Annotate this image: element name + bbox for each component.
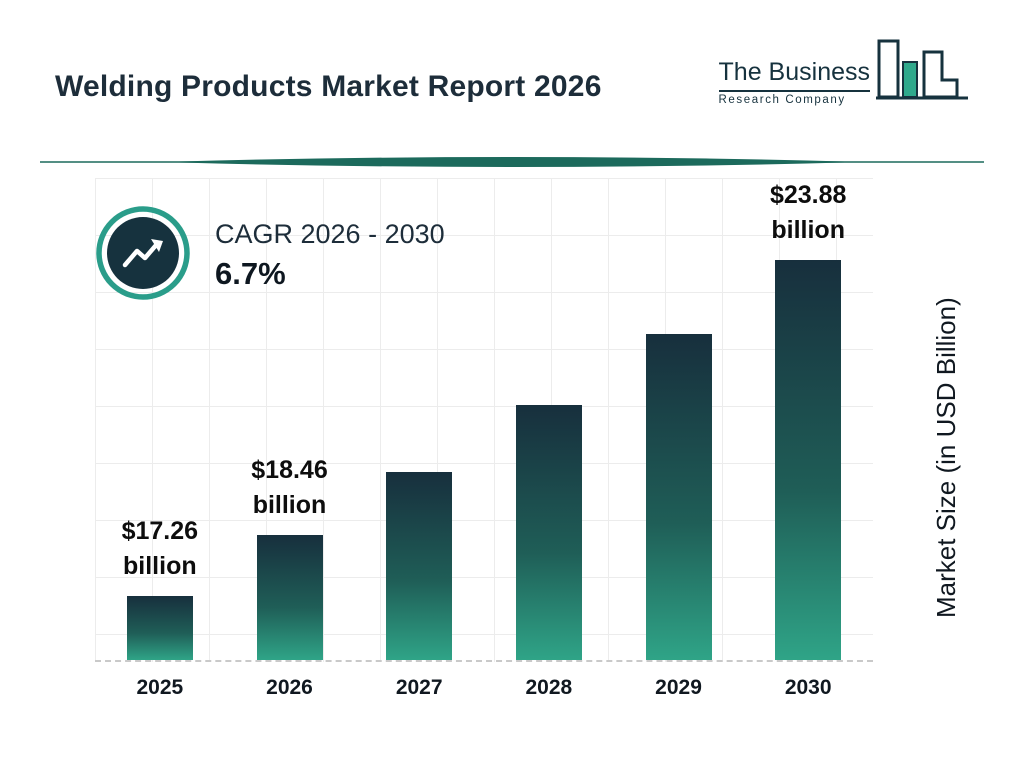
bar-slot-2027 <box>354 178 484 660</box>
bar-2030 <box>775 260 842 660</box>
bar-value-amount: $18.46 <box>251 456 328 485</box>
bar-2027 <box>386 472 453 660</box>
bar-slot-2028 <box>484 178 614 660</box>
cagr-texts: CAGR 2026 - 2030 6.7% <box>215 219 445 292</box>
bar-value-unit: billion <box>123 552 197 581</box>
cagr-badge: CAGR 2026 - 2030 6.7% <box>95 205 445 306</box>
bar-plot: $17.26 billion $18.46 billion $23.88 billion <box>95 178 873 662</box>
x-tick-2026: 2026 <box>266 676 313 699</box>
x-tick-2027: 2027 <box>395 676 443 699</box>
company-logo: The Business Research Company <box>718 38 968 121</box>
bar-2029 <box>645 334 712 660</box>
bar-slot-2025: $17.26 billion <box>95 178 225 660</box>
y-axis-title: Market Size (in USD Billion) <box>931 297 961 619</box>
bar-value-amount: $17.26 <box>121 517 199 546</box>
bar-value-unit: billion <box>771 216 845 245</box>
bar-value-label-2030: $23.88 billion <box>770 178 846 248</box>
bar-slot-2030: $23.88 billion <box>743 178 873 660</box>
bar-value-amount: $23.88 <box>769 181 847 210</box>
logo-name: The Business <box>718 58 870 86</box>
x-tick-2029: 2029 <box>655 676 702 699</box>
x-tick-2025: 2025 <box>136 676 184 699</box>
bars: $17.26 billion $18.46 billion $23.88 billion <box>95 178 873 660</box>
bar-2028 <box>515 405 582 660</box>
bar-2026 <box>256 535 323 660</box>
bar-slot-2029 <box>614 178 744 660</box>
bar-value-unit: billion <box>252 491 327 520</box>
page-title: Welding Products Market Report 2026 <box>55 70 602 104</box>
logo-bars-icon <box>876 38 968 121</box>
bar-slot-2026: $18.46 billion <box>225 178 355 660</box>
divider <box>40 155 984 169</box>
logo-rule <box>718 90 870 92</box>
cagr-value: 6.7% <box>215 256 286 291</box>
x-tick-2030: 2030 <box>784 676 832 699</box>
x-axis-labels: 2025 2026 2027 2028 2029 2030 <box>95 676 873 700</box>
x-tick-2028: 2028 <box>525 676 573 699</box>
trending-up-icon <box>95 205 191 306</box>
cagr-label: CAGR 2026 - 2030 <box>215 219 445 249</box>
bar-value-label-2026: $18.46 billion <box>251 453 327 523</box>
logo-subname: Research Company <box>718 94 846 106</box>
bar-2025 <box>126 596 193 660</box>
bar-value-label-2025: $17.26 billion <box>122 514 198 584</box>
company-logo-text: The Business Research Company <box>718 38 870 106</box>
